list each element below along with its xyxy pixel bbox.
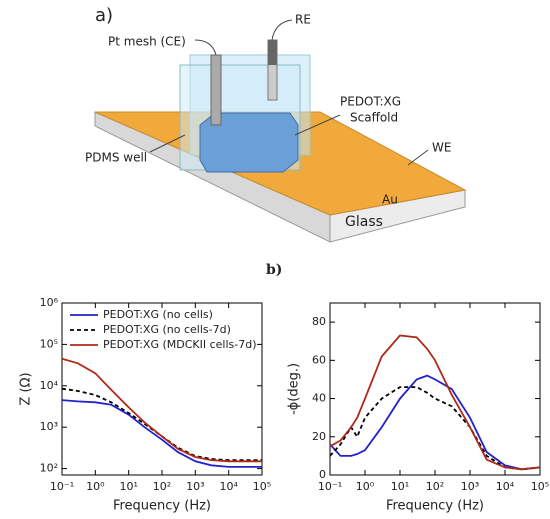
we-label: WE (432, 141, 451, 155)
data-line (61, 399, 262, 468)
reference-cap (268, 40, 277, 65)
x-tick-label: 10⁵ (531, 480, 549, 493)
y-tick-label: 0 (319, 468, 326, 481)
data-line (329, 386, 541, 471)
legend-label: PEDOT:XG (MDCKII cells-7d) (103, 338, 257, 351)
legend-label: PEDOT:XG (no cells-7d) (103, 323, 231, 336)
we-leader (407, 149, 429, 166)
x-tick-label: 10⁻¹ (50, 480, 74, 493)
x-tick-label: 10³ (461, 480, 479, 493)
y-tick-label: 10⁴ (40, 379, 59, 392)
data-line (329, 374, 541, 471)
y-tick-label: 60 (312, 353, 326, 366)
x-tick-label: 10⁰ (86, 480, 105, 493)
x-tick-label: 10⁵ (253, 480, 271, 493)
x-tick-label: 10⁻¹ (318, 480, 342, 493)
plot-frame (329, 302, 541, 476)
y-tick-label: 10³ (40, 420, 58, 433)
data-line (61, 387, 262, 461)
x-axis-label: Frequency (Hz) (113, 499, 211, 514)
y-tick-label: 40 (312, 392, 326, 405)
counter-electrode (210, 54, 222, 126)
glass-label: Glass (345, 214, 383, 230)
x-tick-label: 10² (153, 480, 171, 493)
x-tick-label: 10² (426, 480, 444, 493)
au-label: Au (382, 193, 398, 207)
y-axis-label: Z (Ω) (19, 372, 34, 405)
y-tick-label: 10² (40, 462, 58, 475)
panel-label: a) (95, 5, 113, 26)
data-line (61, 357, 262, 463)
ce-lead (194, 39, 217, 56)
re-lead (271, 19, 293, 41)
diagram: a) Pt mesh (CE) RE PEDOT:XG Scaffold PDM… (85, 5, 467, 278)
x-tick-label: 10¹ (119, 480, 137, 493)
x-tick-label: 10³ (186, 480, 204, 493)
x-tick-label: 10¹ (391, 480, 409, 493)
x-axis-label: Frequency (Hz) (386, 499, 484, 514)
y-tick-label: 80 (312, 315, 326, 328)
re-label: RE (295, 13, 311, 27)
well-label: PDMS well (85, 151, 147, 165)
scaffold-label: PEDOT:XG (340, 95, 401, 109)
x-tick-label: 10⁴ (496, 480, 515, 493)
scaffold-leader (294, 114, 341, 136)
scaffold-label: Scaffold (350, 111, 398, 125)
panel-label: b) (266, 262, 282, 278)
y-axis-label: -ϕ(deg.) (287, 363, 302, 415)
y-tick-label: 10⁵ (40, 337, 58, 350)
x-tick-label: 10⁰ (356, 480, 375, 493)
x-tick-label: 10⁴ (219, 480, 238, 493)
legend-label: PEDOT:XG (no cells) (103, 308, 213, 321)
well-leader (149, 134, 186, 153)
scaffold (199, 112, 299, 173)
ce-label: Pt mesh (CE) (108, 35, 186, 49)
y-tick-label: 10⁶ (40, 296, 59, 309)
y-tick-label: 20 (312, 430, 326, 443)
data-line (329, 334, 541, 471)
